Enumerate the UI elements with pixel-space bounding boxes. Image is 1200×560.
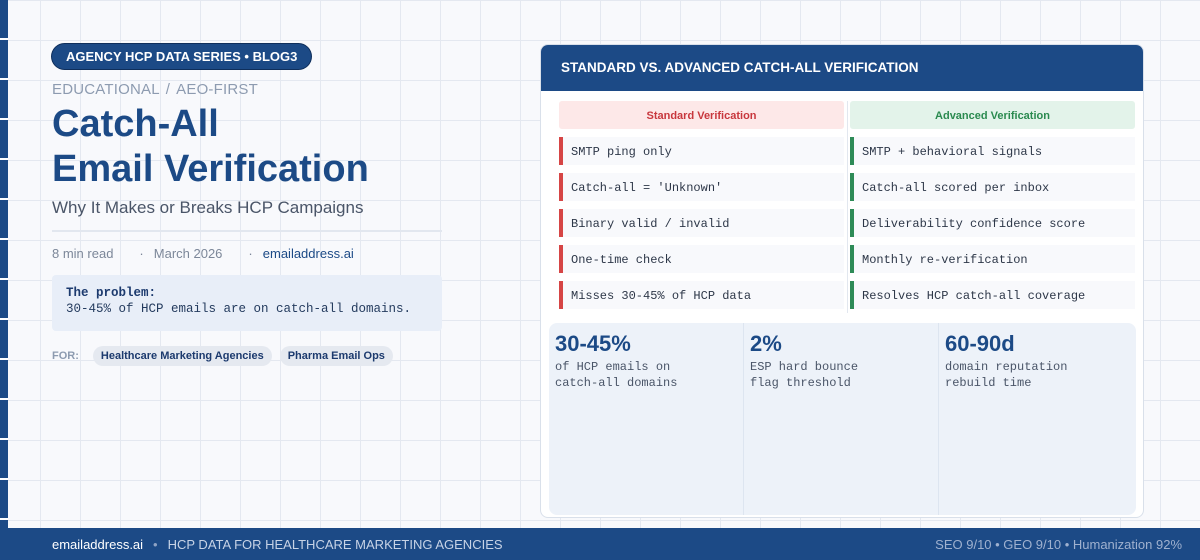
- comparison-panel-title: STANDARD VS. ADVANCED CATCH-ALL VERIFICA…: [541, 45, 1143, 91]
- publish-date: March 2026: [153, 246, 223, 261]
- standard-cell: SMTP ping only: [559, 137, 844, 165]
- eyebrow-focus: AEO-FIRST: [176, 81, 258, 98]
- stats-strip: 30-45% of HCP emails on catch-all domain…: [549, 323, 1136, 515]
- footer-tagline: HCP DATA FOR HEALTHCARE MARKETING AGENCI…: [167, 536, 503, 552]
- page-subtitle: Why It Makes or Breaks HCP Campaigns: [52, 198, 364, 217]
- audience-tag: Healthcare Marketing Agencies: [92, 346, 272, 366]
- stat-label: ESP hard bounce flag threshold: [750, 360, 859, 390]
- page-title-line-1: Catch-All: [52, 103, 219, 145]
- column-divider: [847, 101, 848, 313]
- advanced-cell: Monthly re-verification: [850, 245, 1135, 273]
- footer-bar: emailaddress.ai • HCP DATA FOR HEALTHCAR…: [0, 528, 1200, 560]
- standard-cell: Misses 30-45% of HCP data: [559, 281, 844, 309]
- comparison-row: Misses 30-45% of HCP data Resolves HCP c…: [559, 281, 1135, 309]
- advanced-cell: Catch-all scored per inbox: [850, 173, 1135, 201]
- problem-callout: The problem: 30-45% of HCP emails are on…: [52, 275, 442, 331]
- problem-label: The problem:: [66, 286, 157, 300]
- series-badge: AGENCY HCP DATA SERIES • BLOG3: [52, 44, 312, 69]
- article-intro: AGENCY HCP DATA SERIES • BLOG3 EDUCATION…: [52, 44, 444, 366]
- audience-tag: Pharma Email Ops: [279, 346, 393, 366]
- comparison-header-row: Standard Verification Advanced Verificat…: [559, 101, 1135, 129]
- stat-label: domain reputation rebuild time: [945, 360, 1068, 390]
- standard-column-heading: Standard Verification: [559, 101, 844, 129]
- footer-separator-dot: •: [153, 536, 158, 552]
- stat-card: 60-90d domain reputation rebuild time: [939, 323, 1134, 515]
- eyebrow-separator: /: [165, 81, 171, 98]
- comparison-panel: STANDARD VS. ADVANCED CATCH-ALL VERIFICA…: [540, 44, 1144, 518]
- stat-label: of HCP emails on catch-all domains: [555, 360, 678, 390]
- eyebrow-category: EDUCATIONAL: [52, 81, 160, 98]
- stat-value: 30-45%: [555, 331, 631, 356]
- comparison-row: Binary valid / invalid Deliverability co…: [559, 209, 1135, 237]
- eyebrow: EDUCATIONAL / AEO-FIRST: [52, 81, 444, 98]
- left-edge-stripe: [0, 0, 8, 528]
- advanced-cell: Resolves HCP catch-all coverage: [850, 281, 1135, 309]
- standard-cell: Catch-all = 'Unknown': [559, 173, 844, 201]
- stat-value: 2%: [750, 331, 782, 356]
- footer-brand[interactable]: emailaddress.ai: [52, 536, 144, 552]
- problem-text: 30-45% of HCP emails are on catch-all do…: [66, 302, 412, 316]
- article-meta: 8 min read · March 2026 · emailaddress.a…: [52, 246, 444, 261]
- advanced-cell: SMTP + behavioral signals: [850, 137, 1135, 165]
- comparison-row: One-time check Monthly re-verification: [559, 245, 1135, 273]
- standard-cell: One-time check: [559, 245, 844, 273]
- meta-separator-dot: ·: [139, 246, 144, 261]
- advanced-column-heading: Advanced Verification: [850, 101, 1135, 129]
- stat-card: 30-45% of HCP emails on catch-all domain…: [549, 323, 744, 515]
- page-title: Catch-All Email Verification: [52, 102, 444, 192]
- site-link[interactable]: emailaddress.ai: [262, 246, 354, 261]
- advanced-cell: Deliverability confidence score: [850, 209, 1135, 237]
- page-title-line-2: Email Verification: [52, 148, 369, 190]
- read-time: 8 min read: [52, 246, 114, 261]
- comparison-row: SMTP ping only SMTP + behavioral signals: [559, 137, 1135, 165]
- comparison-table: Standard Verification Advanced Verificat…: [559, 101, 1135, 313]
- stat-value: 60-90d: [945, 331, 1015, 356]
- standard-cell: Binary valid / invalid: [559, 209, 844, 237]
- footer-scores: SEO 9/10 • GEO 9/10 • Humanization 92%: [935, 536, 1182, 552]
- audience-label: FOR:: [52, 350, 79, 362]
- stat-card: 2% ESP hard bounce flag threshold: [744, 323, 939, 515]
- meta-separator-dot: ·: [248, 246, 253, 261]
- audience-row: FOR: Healthcare Marketing Agencies Pharm…: [52, 346, 444, 366]
- divider: [52, 230, 442, 232]
- comparison-row: Catch-all = 'Unknown' Catch-all scored p…: [559, 173, 1135, 201]
